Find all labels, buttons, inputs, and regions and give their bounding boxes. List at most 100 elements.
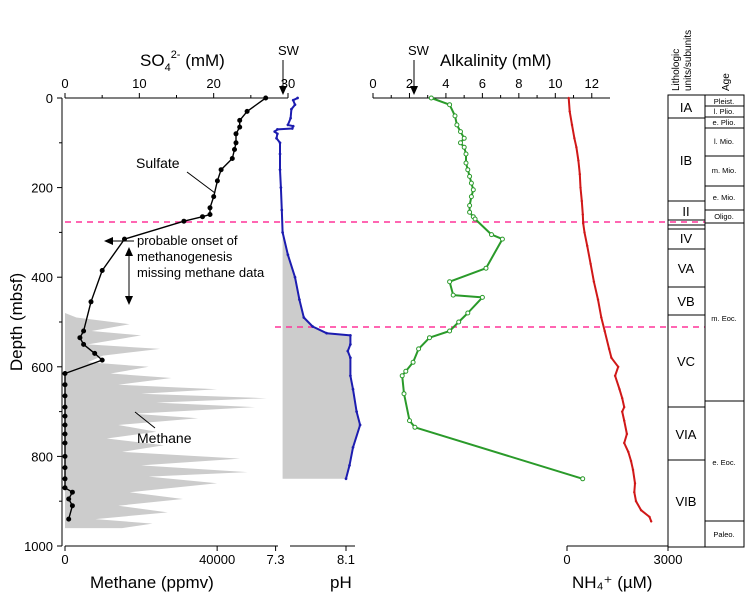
nh4--point: [629, 459, 633, 463]
alkalinity-tick-label: 0: [369, 76, 376, 91]
ph-axis-title: pH: [330, 573, 352, 592]
nh4--point: [586, 244, 589, 248]
alkalinity-point: [456, 319, 462, 325]
ph-point: [348, 463, 351, 467]
depth-tick-label: 400: [31, 270, 53, 285]
alkalinity-point: [452, 113, 458, 119]
sulfate-point: [92, 350, 98, 356]
alkalinity-axis-title: Alkalinity (mM): [440, 51, 551, 70]
nh4--point: [648, 515, 651, 519]
sulfate-point: [66, 516, 72, 522]
sulfate-point: [99, 267, 105, 273]
nh4--point: [625, 432, 629, 436]
sulfate-annotation: Sulfate: [136, 155, 180, 171]
ph-point: [348, 356, 352, 360]
nh4--point: [568, 110, 571, 113]
unit-vb: VB: [677, 294, 694, 309]
sulfate-point: [244, 108, 250, 114]
sulfate-point: [62, 422, 68, 428]
ph-point: [348, 374, 352, 378]
nh4--point: [617, 365, 620, 368]
alkalinity-point: [580, 476, 586, 482]
nh4--point: [621, 410, 624, 413]
alkalinity-point: [483, 265, 489, 271]
age-e-eoc: e. Eoc.: [712, 458, 735, 467]
alkalinity-point: [468, 194, 474, 200]
sulfate-point: [62, 465, 68, 471]
nh4--point: [592, 280, 596, 283]
alkalinity-point: [489, 232, 494, 238]
alkalinity-point: [447, 328, 453, 334]
ph-series: [273, 96, 362, 481]
nh4--point: [607, 347, 611, 351]
ph-point: [346, 349, 350, 353]
sulfate-point: [237, 117, 243, 123]
sulfate-point: [69, 489, 75, 495]
alkalinity-point: [428, 95, 434, 101]
unit-ii: II: [682, 204, 689, 219]
sw-arrowhead-left: [279, 86, 287, 95]
alkalinity-point: [403, 368, 409, 374]
depth-tick-label: 200: [31, 181, 53, 196]
alkalinity-point: [470, 187, 476, 193]
sulfate-point: [62, 431, 68, 437]
methane-axis-title: Methane (ppmv): [90, 573, 214, 592]
sulfate-series: [62, 95, 269, 522]
sw-label-left: SW: [278, 43, 300, 58]
nh4--point: [627, 450, 630, 454]
methane-annotation: Methane: [137, 430, 192, 446]
alkalinity-series: [399, 95, 586, 482]
litho-header-2: units/subunits: [683, 30, 694, 91]
lithology-table-frame: [667, 94, 745, 548]
methane-area: [65, 313, 267, 529]
onset-annotation-line3: missing methane data: [137, 265, 265, 280]
nh4--point: [633, 482, 637, 485]
nh4-ticks: 0 3000: [563, 546, 682, 567]
methane-annotation-leader: [134, 411, 156, 429]
age-l-mio: l. Mio.: [714, 137, 734, 146]
sulfate-point: [62, 370, 68, 376]
nh4--point: [567, 96, 570, 100]
alkalinity-point: [447, 279, 453, 285]
sulfate-point: [77, 335, 83, 341]
ph-point: [289, 107, 293, 111]
nh4--point: [573, 137, 576, 140]
ph-point: [351, 387, 355, 391]
nh4--point: [613, 374, 617, 377]
alkalinity-tick-label: 4: [442, 76, 449, 91]
ph-point: [286, 253, 290, 257]
alkalinity-point: [458, 129, 463, 135]
nh4-axis-title: NH₄⁺ (µM): [572, 573, 652, 592]
nh4--point: [621, 397, 624, 400]
unit-va: VA: [678, 261, 695, 276]
age-e-mio: e. Mio.: [713, 193, 736, 202]
depth-tick-label: 1000: [24, 539, 53, 554]
onset-annotation-line1: probable onset of: [137, 233, 238, 248]
ph-point: [297, 298, 301, 301]
ph-point: [278, 152, 282, 156]
alkalinity-point: [416, 346, 422, 352]
alkalinity-point: [465, 310, 471, 316]
nh4--point: [579, 186, 582, 189]
methane-ticks: 0 40000: [61, 546, 235, 567]
sw-label-right: SW: [408, 43, 430, 58]
methane-tick-label: 0: [61, 552, 68, 567]
ph-point: [325, 331, 328, 335]
ph-point: [311, 325, 314, 328]
methane-area-series: [65, 313, 267, 529]
sulfate-point: [62, 485, 68, 491]
litho-header-1: Lithologic: [671, 49, 682, 91]
unit-iv: IV: [680, 231, 693, 246]
ph-shaded-area: [281, 210, 361, 479]
sulfate-point: [62, 404, 68, 410]
sulfate-point: [207, 212, 213, 218]
nh4--point: [580, 199, 583, 203]
alkalinity-point: [461, 135, 467, 141]
alkalinity-point: [399, 373, 405, 379]
ph-point: [290, 127, 294, 130]
ph-tick-label: 7.3: [267, 552, 285, 567]
ph-point: [293, 103, 297, 107]
alkalinity-point: [401, 391, 407, 397]
ph-point: [275, 136, 278, 140]
